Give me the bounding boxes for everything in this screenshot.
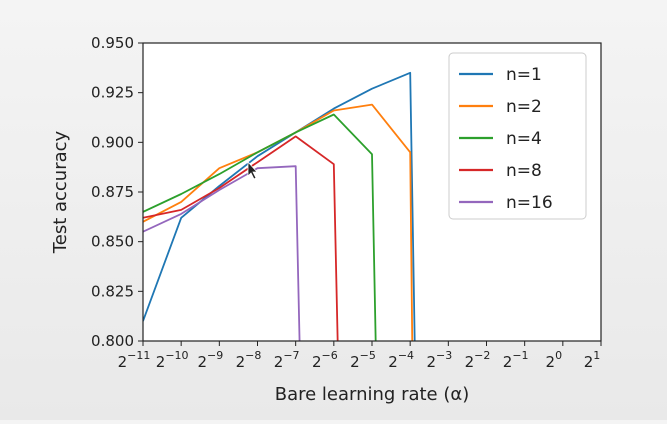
y-tick-label: 0.950	[91, 34, 134, 52]
x-tick-label: 2−4	[388, 349, 414, 371]
legend-box	[448, 52, 587, 220]
x-tick-label: 21	[584, 349, 601, 371]
x-tick-base: 2	[546, 353, 556, 371]
y-tick-label: 0.825	[91, 282, 134, 300]
x-tick-exponent: −2	[474, 349, 490, 362]
x-tick-exponent: −7	[283, 349, 299, 362]
x-tick-base: 2	[118, 353, 128, 371]
x-tick-base: 2	[156, 353, 166, 371]
y-tick-label: 0.850	[91, 233, 134, 251]
legend: n=1 n=2 n=4 n=8 n=16	[448, 52, 587, 220]
x-tick-label: 2−8	[236, 349, 262, 371]
x-tick-exponent: −10	[165, 349, 188, 362]
series-line-n-16	[143, 165, 301, 341]
x-tick-label: 2−10	[156, 349, 189, 371]
x-tick-exponent: 0	[555, 349, 562, 362]
legend-label: n=8	[506, 161, 542, 181]
legend-label: n=16	[506, 193, 553, 213]
x-tick-label: 2−11	[118, 349, 151, 371]
y-tick-label: 0.925	[91, 84, 134, 102]
y-axis-label: Test accuracy	[50, 130, 71, 254]
x-tick-label: 2−3	[426, 349, 452, 371]
x-tick-exponent: −9	[207, 349, 223, 362]
x-tick-label: 2−2	[465, 349, 491, 371]
mouse-cursor-icon	[247, 160, 258, 180]
x-tick-exponent: −4	[398, 349, 414, 362]
x-tick-base: 2	[236, 353, 246, 371]
x-tick-base: 2	[312, 353, 322, 371]
x-tick-base: 2	[197, 353, 207, 371]
x-tick-exponent: −11	[127, 349, 150, 362]
legend-label: n=2	[506, 97, 542, 117]
legend-label: n=4	[506, 129, 542, 149]
y-tick-label: 0.800	[91, 332, 134, 350]
y-tick-label: 0.900	[91, 133, 134, 151]
x-tick-base: 2	[584, 353, 594, 371]
x-tick-exponent: −6	[321, 349, 337, 362]
x-tick-label: 2−7	[274, 349, 300, 371]
x-tick-base: 2	[426, 353, 436, 371]
x-tick-exponent: −3	[436, 349, 452, 362]
series-line-n-4	[143, 113, 377, 341]
x-axis-label: Bare learning rate (α)	[275, 384, 470, 405]
x-tick-label: 2−5	[350, 349, 376, 371]
x-tick-base: 2	[503, 353, 513, 371]
y-tick-label: 0.875	[91, 183, 134, 201]
series-line-n-8	[143, 135, 339, 341]
x-tick-label: 20	[546, 349, 563, 371]
x-tick-base: 2	[388, 353, 398, 371]
x-tick-label: 2−9	[197, 349, 223, 371]
x-tick-exponent: 1	[593, 349, 600, 362]
x-tick-base: 2	[350, 353, 360, 371]
x-tick-exponent: −1	[512, 349, 528, 362]
x-tick-base: 2	[274, 353, 284, 371]
x-tick-label: 2−6	[312, 349, 338, 371]
x-tick-exponent: −5	[360, 349, 376, 362]
x-tick-base: 2	[465, 353, 475, 371]
legend-label: n=1	[506, 65, 542, 85]
x-tick-exponent: −8	[245, 349, 261, 362]
x-tick-label: 2−1	[503, 349, 529, 371]
